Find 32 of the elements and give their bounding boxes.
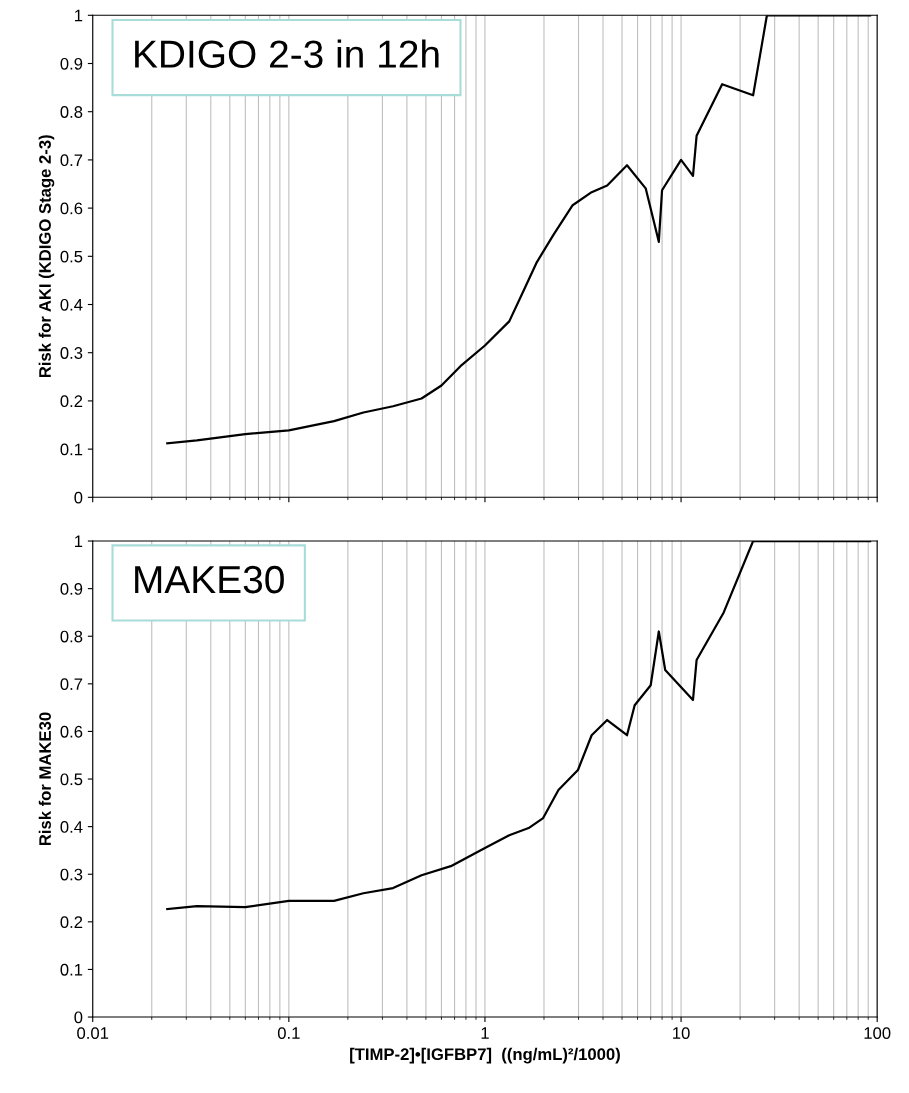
y-tick-label: 0.7 bbox=[60, 154, 83, 167]
y-tick-label: 0.8 bbox=[60, 106, 83, 118]
y-tick-label: 0.9 bbox=[60, 583, 83, 595]
y-tick-label: 0.4 bbox=[60, 298, 83, 311]
y-tick-label: 1 bbox=[75, 9, 83, 22]
y-tick-label: 0.5 bbox=[60, 250, 83, 263]
y-tick-label: 0.1 bbox=[60, 963, 83, 976]
chart-title: KDIGO 2-3 in 12h bbox=[135, 39, 439, 68]
chart-title: MAKE30 bbox=[135, 565, 284, 594]
y-tick-label: 0 bbox=[74, 491, 83, 504]
y-tick-label: 0.6 bbox=[60, 725, 83, 738]
y-tick-label: 0.2 bbox=[60, 916, 83, 929]
y-tick-label: 0.1 bbox=[60, 443, 83, 456]
y-tick-label: 0.7 bbox=[60, 678, 83, 691]
y-tick-label: 0.5 bbox=[60, 773, 83, 786]
y-tick-label: 0.4 bbox=[60, 821, 83, 833]
x-axis-title: [TIMP-2]•[IGFBP7] ((ng/mL)²/1000) bbox=[350, 1047, 620, 1064]
x-tick-label: 1 bbox=[481, 1027, 489, 1039]
x-tick-label: 100 bbox=[864, 1027, 891, 1039]
y-tick-label: 0 bbox=[74, 1011, 83, 1024]
y-tick-label: 0.6 bbox=[60, 202, 83, 215]
y-tick-label: 0.3 bbox=[60, 347, 83, 359]
y-tick-label: 0.8 bbox=[60, 630, 83, 643]
y-tick-label: 1 bbox=[75, 535, 83, 548]
y-axis-title: Risk for AKI (KDIGO Stage 2-3) bbox=[38, 135, 55, 378]
x-tick-label: 10 bbox=[673, 1027, 690, 1039]
y-axis-title: Risk for MAKE30 bbox=[38, 712, 51, 846]
y-tick-label: 0.9 bbox=[60, 57, 83, 70]
y-tick-label: 0.3 bbox=[60, 868, 83, 881]
x-tick-label: 0.01 bbox=[77, 1027, 109, 1039]
x-tick-label: 0.1 bbox=[277, 1027, 300, 1039]
y-tick-label: 0.2 bbox=[60, 395, 83, 408]
